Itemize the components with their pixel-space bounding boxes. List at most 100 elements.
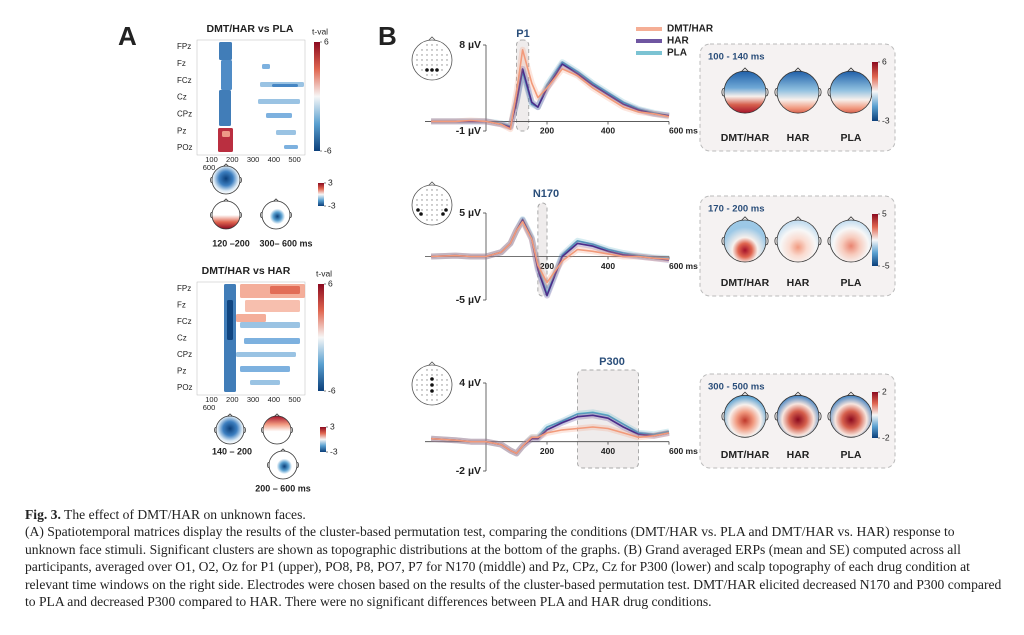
topo-label: 300– 600 ms [259, 238, 312, 248]
topo-window: 300 - 500 ms [708, 382, 765, 393]
electrode [436, 384, 438, 386]
electrode [436, 74, 438, 76]
electrode [426, 384, 428, 386]
colorbar [314, 42, 320, 151]
electrode [431, 54, 433, 56]
head-nose [793, 391, 803, 397]
icon-nose [427, 181, 437, 187]
x-tick-label: 500 [288, 395, 301, 404]
channel-label: Cz [177, 334, 187, 343]
scalp-map [829, 394, 873, 438]
se-band [431, 46, 670, 133]
erp-line [431, 49, 670, 130]
electrode [421, 69, 423, 71]
topo-condition: DMT/HAR [721, 132, 770, 144]
x-tick-label: 400 [268, 395, 281, 404]
electrode [431, 199, 433, 201]
selected-electrode [430, 389, 434, 393]
erp-line [431, 220, 670, 284]
colorbar [318, 183, 324, 206]
cluster [262, 64, 270, 69]
electrode [421, 384, 423, 386]
colorbar-tick-label: 6 [324, 36, 329, 46]
cluster [227, 300, 233, 340]
electrode [436, 219, 438, 221]
scalp-map [776, 219, 820, 263]
electrode [446, 389, 448, 391]
electrode [426, 64, 428, 66]
figure: A DMT/HAR vs PLA FPz Fz FCz Cz CPz Pz POz 100 200 3… [118, 21, 896, 493]
cluster [236, 352, 296, 357]
electrode [431, 59, 433, 61]
electrode [436, 199, 438, 201]
colorbar-label: t-val [316, 268, 332, 278]
electrode [441, 199, 443, 201]
cluster [250, 380, 280, 385]
scalp-map [268, 450, 298, 480]
head-nose [740, 391, 750, 397]
channel-label: Cz [177, 93, 187, 102]
colorbar [872, 392, 878, 438]
x-tick-label: 200 [540, 261, 554, 271]
colorbar-tick-label: 6 [328, 278, 333, 288]
selected-electrode [435, 68, 439, 72]
electrode [436, 369, 438, 371]
electrode [436, 379, 438, 381]
electrode [426, 74, 428, 76]
cluster [266, 113, 292, 118]
head-nose [740, 216, 750, 221]
colorbar [320, 427, 326, 452]
scalp-map [215, 415, 245, 445]
electrode [446, 54, 448, 56]
scalp-map [261, 200, 291, 230]
selected-electrode [419, 212, 423, 216]
electrode [421, 64, 423, 66]
electrode [426, 399, 428, 401]
head-nose [793, 216, 803, 221]
matrix-title: DMT/HAR vs PLA [207, 23, 294, 35]
electrode [441, 394, 443, 396]
electrode [421, 54, 423, 56]
x-tick-label: 400 [268, 155, 281, 164]
electrode [436, 394, 438, 396]
channel-label: CPz [177, 350, 192, 359]
cluster [240, 322, 300, 328]
electrode [436, 389, 438, 391]
head-nose [793, 67, 803, 73]
component-label: P1 [516, 28, 529, 40]
cluster [270, 286, 300, 294]
electrode [441, 379, 443, 381]
electrode [436, 44, 438, 46]
electrode [436, 374, 438, 376]
topo-condition: HAR [787, 132, 810, 144]
channel-label: Fz [177, 59, 186, 68]
channel-label: Pz [177, 367, 186, 376]
electrode [431, 194, 433, 196]
electrode [426, 209, 428, 211]
electrode [431, 49, 433, 51]
electrode [421, 194, 423, 196]
electrode [421, 394, 423, 396]
head-nose [846, 67, 856, 73]
cluster [258, 99, 300, 104]
colorbar-tick-label: -5 [882, 260, 890, 270]
electrode [446, 204, 448, 206]
electrode [436, 49, 438, 51]
topo-condition: HAR [787, 449, 810, 461]
electrode [426, 374, 428, 376]
y-tick-label: 4 µV [459, 377, 481, 389]
electrode [421, 204, 423, 206]
channel-label: FPz [177, 284, 191, 293]
electrode [416, 204, 418, 206]
x-tick-label: 600 ms [669, 261, 698, 271]
x-tick-label: 400 [601, 126, 615, 136]
head-nose [223, 198, 229, 202]
icon-nose [427, 361, 437, 367]
x-tick-label: 200 [226, 155, 239, 164]
electrode [426, 49, 428, 51]
electrode [421, 209, 423, 211]
electrode [441, 194, 443, 196]
electrode [441, 209, 443, 211]
channel-label: FCz [177, 76, 192, 85]
scalp-map [829, 219, 873, 263]
